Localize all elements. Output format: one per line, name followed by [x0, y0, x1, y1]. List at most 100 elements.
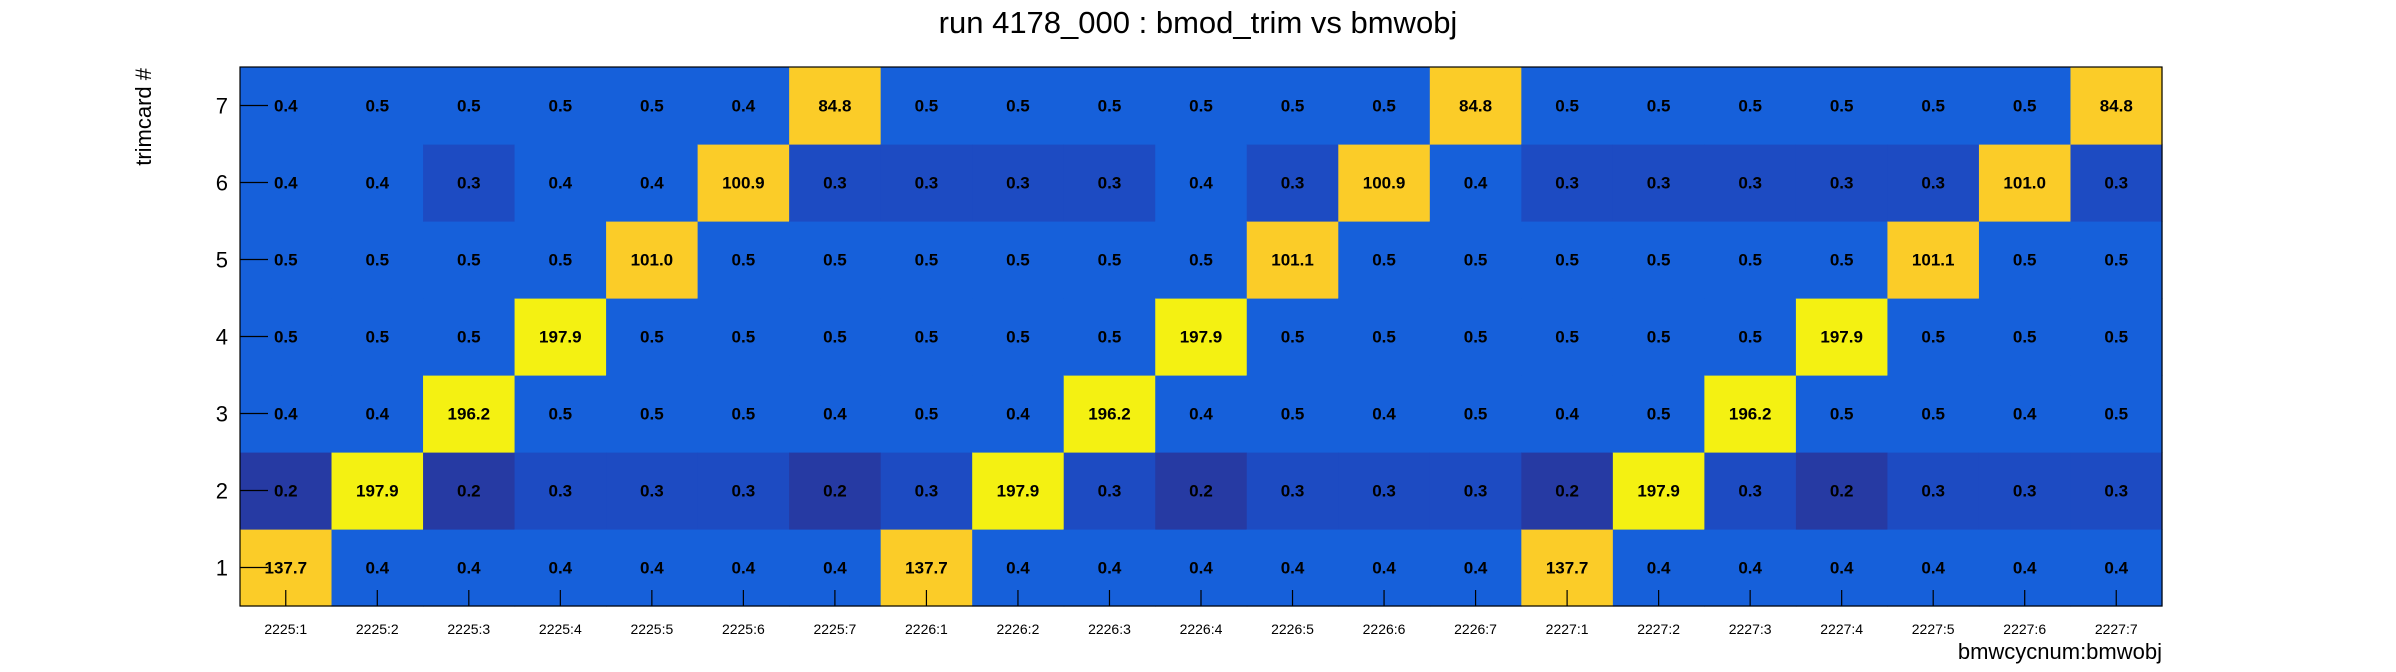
heatmap-cell: [697, 67, 790, 145]
cell-value-label: 0.4: [1372, 405, 1396, 424]
cell-value-label: 0.4: [1647, 559, 1671, 578]
cell-value-label: 0.3: [1372, 482, 1396, 501]
cell-value-label: 0.3: [732, 482, 756, 501]
heatmap-cell: [1704, 221, 1797, 299]
cell-value-label: 0.5: [274, 328, 298, 347]
cell-value-label: 0.5: [365, 251, 389, 270]
heatmap-cell: [423, 67, 516, 145]
heatmap-cell: [1887, 298, 1980, 376]
heatmap-cell: [1429, 452, 1522, 530]
heatmap-cell: [2070, 144, 2163, 222]
axes: 1 2 3 4 5 6 7 2225:1 2225:2 2225:3 2225:4 2225:5 222…: [216, 94, 2138, 638]
cell-value-label: 0.5: [915, 328, 939, 347]
heatmap-cell: [1795, 375, 1889, 453]
cell-value-label: 0.5: [457, 328, 481, 347]
heatmap-cell: [697, 452, 790, 530]
heatmap-cell: [2070, 67, 2163, 145]
heatmap-cell: [880, 298, 973, 376]
cell-value-label: 0.4: [1464, 174, 1488, 193]
y-tick-label: 4: [216, 325, 228, 350]
cell-value-label: 84.8: [818, 97, 851, 116]
cell-value-label: 0.5: [1464, 405, 1488, 424]
cell-value-label: 0.4: [1189, 174, 1213, 193]
heatmap-cell: [789, 375, 882, 453]
cell-value-label: 0.5: [915, 251, 939, 270]
heatmap-cell: [606, 67, 699, 145]
cell-value-label: 0.4: [365, 559, 389, 578]
cell-value-label: 0.5: [1921, 405, 1945, 424]
heatmap-cell: [331, 221, 424, 299]
cell-value-label: 0.5: [2104, 251, 2128, 270]
cell-value-label: 0.3: [1098, 482, 1122, 501]
cell-value-label: 0.4: [1738, 559, 1762, 578]
cell-value-label: 101.0: [2003, 174, 2046, 193]
heatmap-cell: [606, 375, 699, 453]
heatmap-cell: [1704, 144, 1797, 222]
heatmap-cell: [1338, 221, 1431, 299]
cell-value-label: 0.5: [1098, 97, 1122, 116]
cell-value-label: 0.4: [640, 174, 664, 193]
cell-value-label: 0.4: [365, 405, 389, 424]
cell-value-label: 0.5: [1830, 97, 1854, 116]
heatmap-cell: [331, 452, 424, 530]
cell-value-label: 0.5: [2104, 328, 2128, 347]
cell-value-label: 0.4: [1830, 559, 1854, 578]
heatmap-cell: [1978, 67, 2072, 145]
heatmap-cell: [1887, 221, 1980, 299]
heatmap-cell: [1704, 67, 1797, 145]
y-axis-title: trimcard #: [131, 67, 156, 166]
y-tick-label: 3: [216, 402, 228, 427]
cell-value-label: 0.5: [732, 328, 756, 347]
cell-value-label: 0.5: [1189, 251, 1213, 270]
cell-value-label: 0.3: [549, 482, 573, 501]
heatmap-cell: [880, 221, 973, 299]
cell-value-label: 84.8: [2100, 97, 2133, 116]
cell-value-label: 0.4: [549, 174, 573, 193]
cell-value-label: 101.1: [1912, 251, 1955, 270]
cell-value-label: 0.5: [1921, 97, 1945, 116]
x-tick-label: 2226:5: [1271, 621, 1314, 637]
cell-value-label: 0.2: [1189, 482, 1213, 501]
heatmap-cell: [880, 375, 973, 453]
heatmap-cell: [1795, 298, 1889, 376]
heatmap-cell: [1246, 144, 1339, 222]
cell-value-label: 0.5: [915, 405, 939, 424]
y-tick-label: 6: [216, 171, 228, 196]
heatmap-cell: [606, 144, 699, 222]
x-tick-label: 2226:1: [905, 621, 948, 637]
cell-value-label: 0.4: [1006, 559, 1030, 578]
heatmap-cell: [1612, 298, 1705, 376]
heatmap-cell: [1978, 452, 2072, 530]
cell-value-label: 0.3: [1738, 174, 1762, 193]
cell-value-label: 137.7: [905, 559, 948, 578]
cell-value-label: 0.5: [1372, 251, 1396, 270]
heatmap-cell: [331, 375, 424, 453]
cell-value-label: 0.5: [1555, 328, 1579, 347]
cell-value-label: 0.4: [1921, 559, 1945, 578]
x-tick-label: 2225:2: [356, 621, 399, 637]
heatmap-cell: [1612, 375, 1705, 453]
cell-value-label: 0.3: [1921, 482, 1945, 501]
cell-value-label: 0.4: [274, 174, 298, 193]
cell-value-label: 0.3: [1738, 482, 1762, 501]
x-tick-label: 2225:6: [722, 621, 765, 637]
cell-value-label: 0.2: [274, 482, 298, 501]
cell-value-label: 0.5: [274, 251, 298, 270]
heatmap-cell: [2070, 221, 2163, 299]
cell-value-label: 0.4: [732, 559, 756, 578]
heatmap-cell: [1978, 144, 2072, 222]
heatmap-cell: [1063, 298, 1156, 376]
cell-value-label: 0.5: [365, 97, 389, 116]
heatmap-cell: [1429, 298, 1522, 376]
cell-value-label: 0.5: [457, 251, 481, 270]
heatmap-cell: [514, 375, 607, 453]
cell-labels: 137.7 0.2 0.4 0.5 0.5 0.4 0.4 0.4 197.9 0.4 0.5 0.5…: [264, 97, 2132, 578]
cell-value-label: 0.3: [2104, 174, 2128, 193]
cell-value-label: 0.4: [549, 559, 573, 578]
heatmap-cell: [1978, 298, 2072, 376]
heatmap-cell: [972, 67, 1065, 145]
heatmap-cell: [1429, 67, 1522, 145]
cell-value-label: 0.4: [2104, 559, 2128, 578]
cell-value-label: 0.3: [1555, 174, 1579, 193]
heatmap-cell: [1155, 375, 1248, 453]
